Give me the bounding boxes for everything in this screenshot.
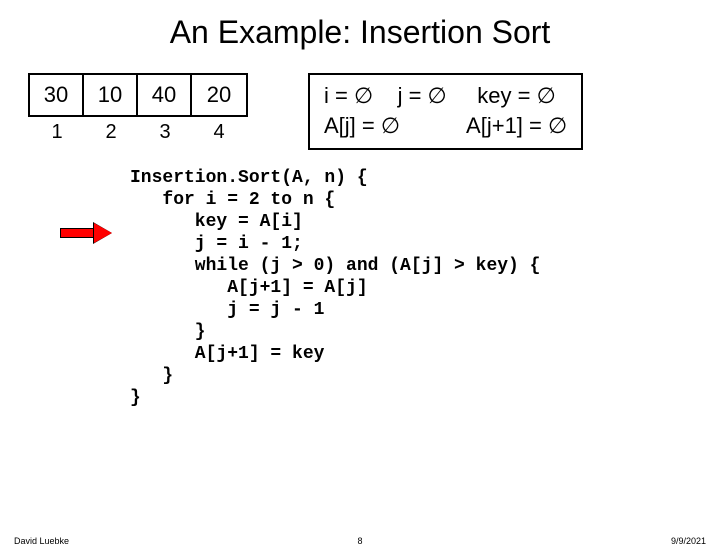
state-line-1: i = ∅ j = ∅ key = ∅ [324,81,567,111]
array-cell: 30 [30,75,84,115]
array-index: 1 [30,121,84,144]
top-row: 30 10 40 20 1 2 3 4 i = ∅ j = ∅ key = ∅ … [0,73,720,150]
footer-author: David Luebke [14,536,69,546]
arrow-head-icon [94,223,112,243]
array-cell: 40 [138,75,192,115]
array-index: 2 [84,121,138,144]
arrow-marker [60,225,112,241]
array-cells: 30 10 40 20 [28,73,248,117]
slide-title: An Example: Insertion Sort [0,14,720,51]
array-index: 3 [138,121,192,144]
footer-page-number: 8 [357,536,362,546]
state-line-2: A[j] = ∅ A[j+1] = ∅ [324,111,567,141]
code-block: Insertion.Sort(A, n) { for i = 2 to n { … [130,168,720,409]
state-box: i = ∅ j = ∅ key = ∅ A[j] = ∅ A[j+1] = ∅ [308,73,583,150]
footer-date: 9/9/2021 [671,536,706,546]
footer: David Luebke 8 9/9/2021 [0,536,720,546]
array-cell: 10 [84,75,138,115]
array-indices: 1 2 3 4 [30,121,246,144]
array-index: 4 [192,121,246,144]
arrow-shaft-icon [60,228,96,238]
array-block: 30 10 40 20 1 2 3 4 [28,73,248,144]
array-cell: 20 [192,75,246,115]
